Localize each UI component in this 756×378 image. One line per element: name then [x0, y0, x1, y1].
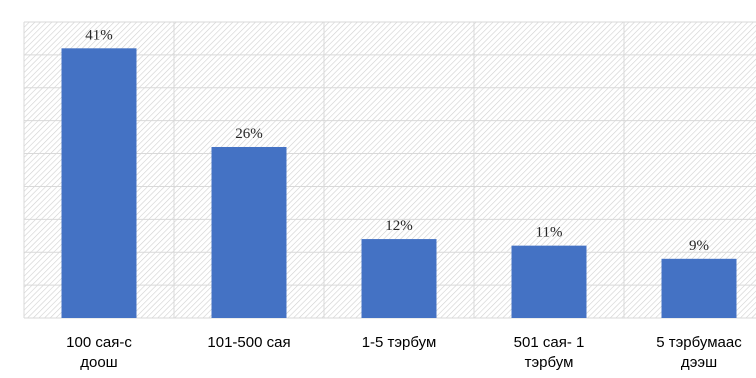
x-tick-label: 100 сая-с доош	[66, 334, 132, 371]
x-tick-label-line: доош	[80, 354, 117, 371]
bar	[211, 146, 287, 318]
x-tick-label-line: тэрбум	[525, 354, 574, 371]
x-tick-label-line: 501 сая- 1	[514, 334, 585, 351]
x-tick-label-line: дээш	[681, 354, 717, 371]
x-tick-label-line: 100 сая-с	[66, 334, 132, 351]
x-tick-label-line: 1-5 тэрбум	[362, 334, 437, 351]
x-tick-label-line: 5 тэрбумаас	[656, 334, 742, 351]
x-tick-label: 501 сая- 1 тэрбум	[514, 334, 585, 371]
bar	[361, 239, 437, 318]
category-labels: 100 сая-с доош 101-500 сая 1-5 тэрбум 501 са…	[66, 334, 742, 371]
bar	[661, 258, 737, 318]
data-label: 9%	[689, 238, 709, 254]
data-label: 11%	[536, 225, 563, 241]
data-label: 12%	[385, 218, 413, 234]
data-label: 26%	[235, 126, 263, 142]
bar	[511, 245, 587, 318]
x-tick-label: 101-500 сая	[207, 334, 290, 351]
data-label: 41%	[85, 27, 113, 43]
x-tick-label: 5 тэрбумаас дээш	[656, 334, 742, 371]
bar	[61, 48, 137, 319]
value-labels: 41% 26% 12% 11% 9%	[85, 27, 709, 253]
x-tick-label-line: 101-500 сая	[207, 334, 290, 351]
bars	[61, 48, 737, 319]
x-tick-label: 1-5 тэрбум	[362, 334, 437, 351]
